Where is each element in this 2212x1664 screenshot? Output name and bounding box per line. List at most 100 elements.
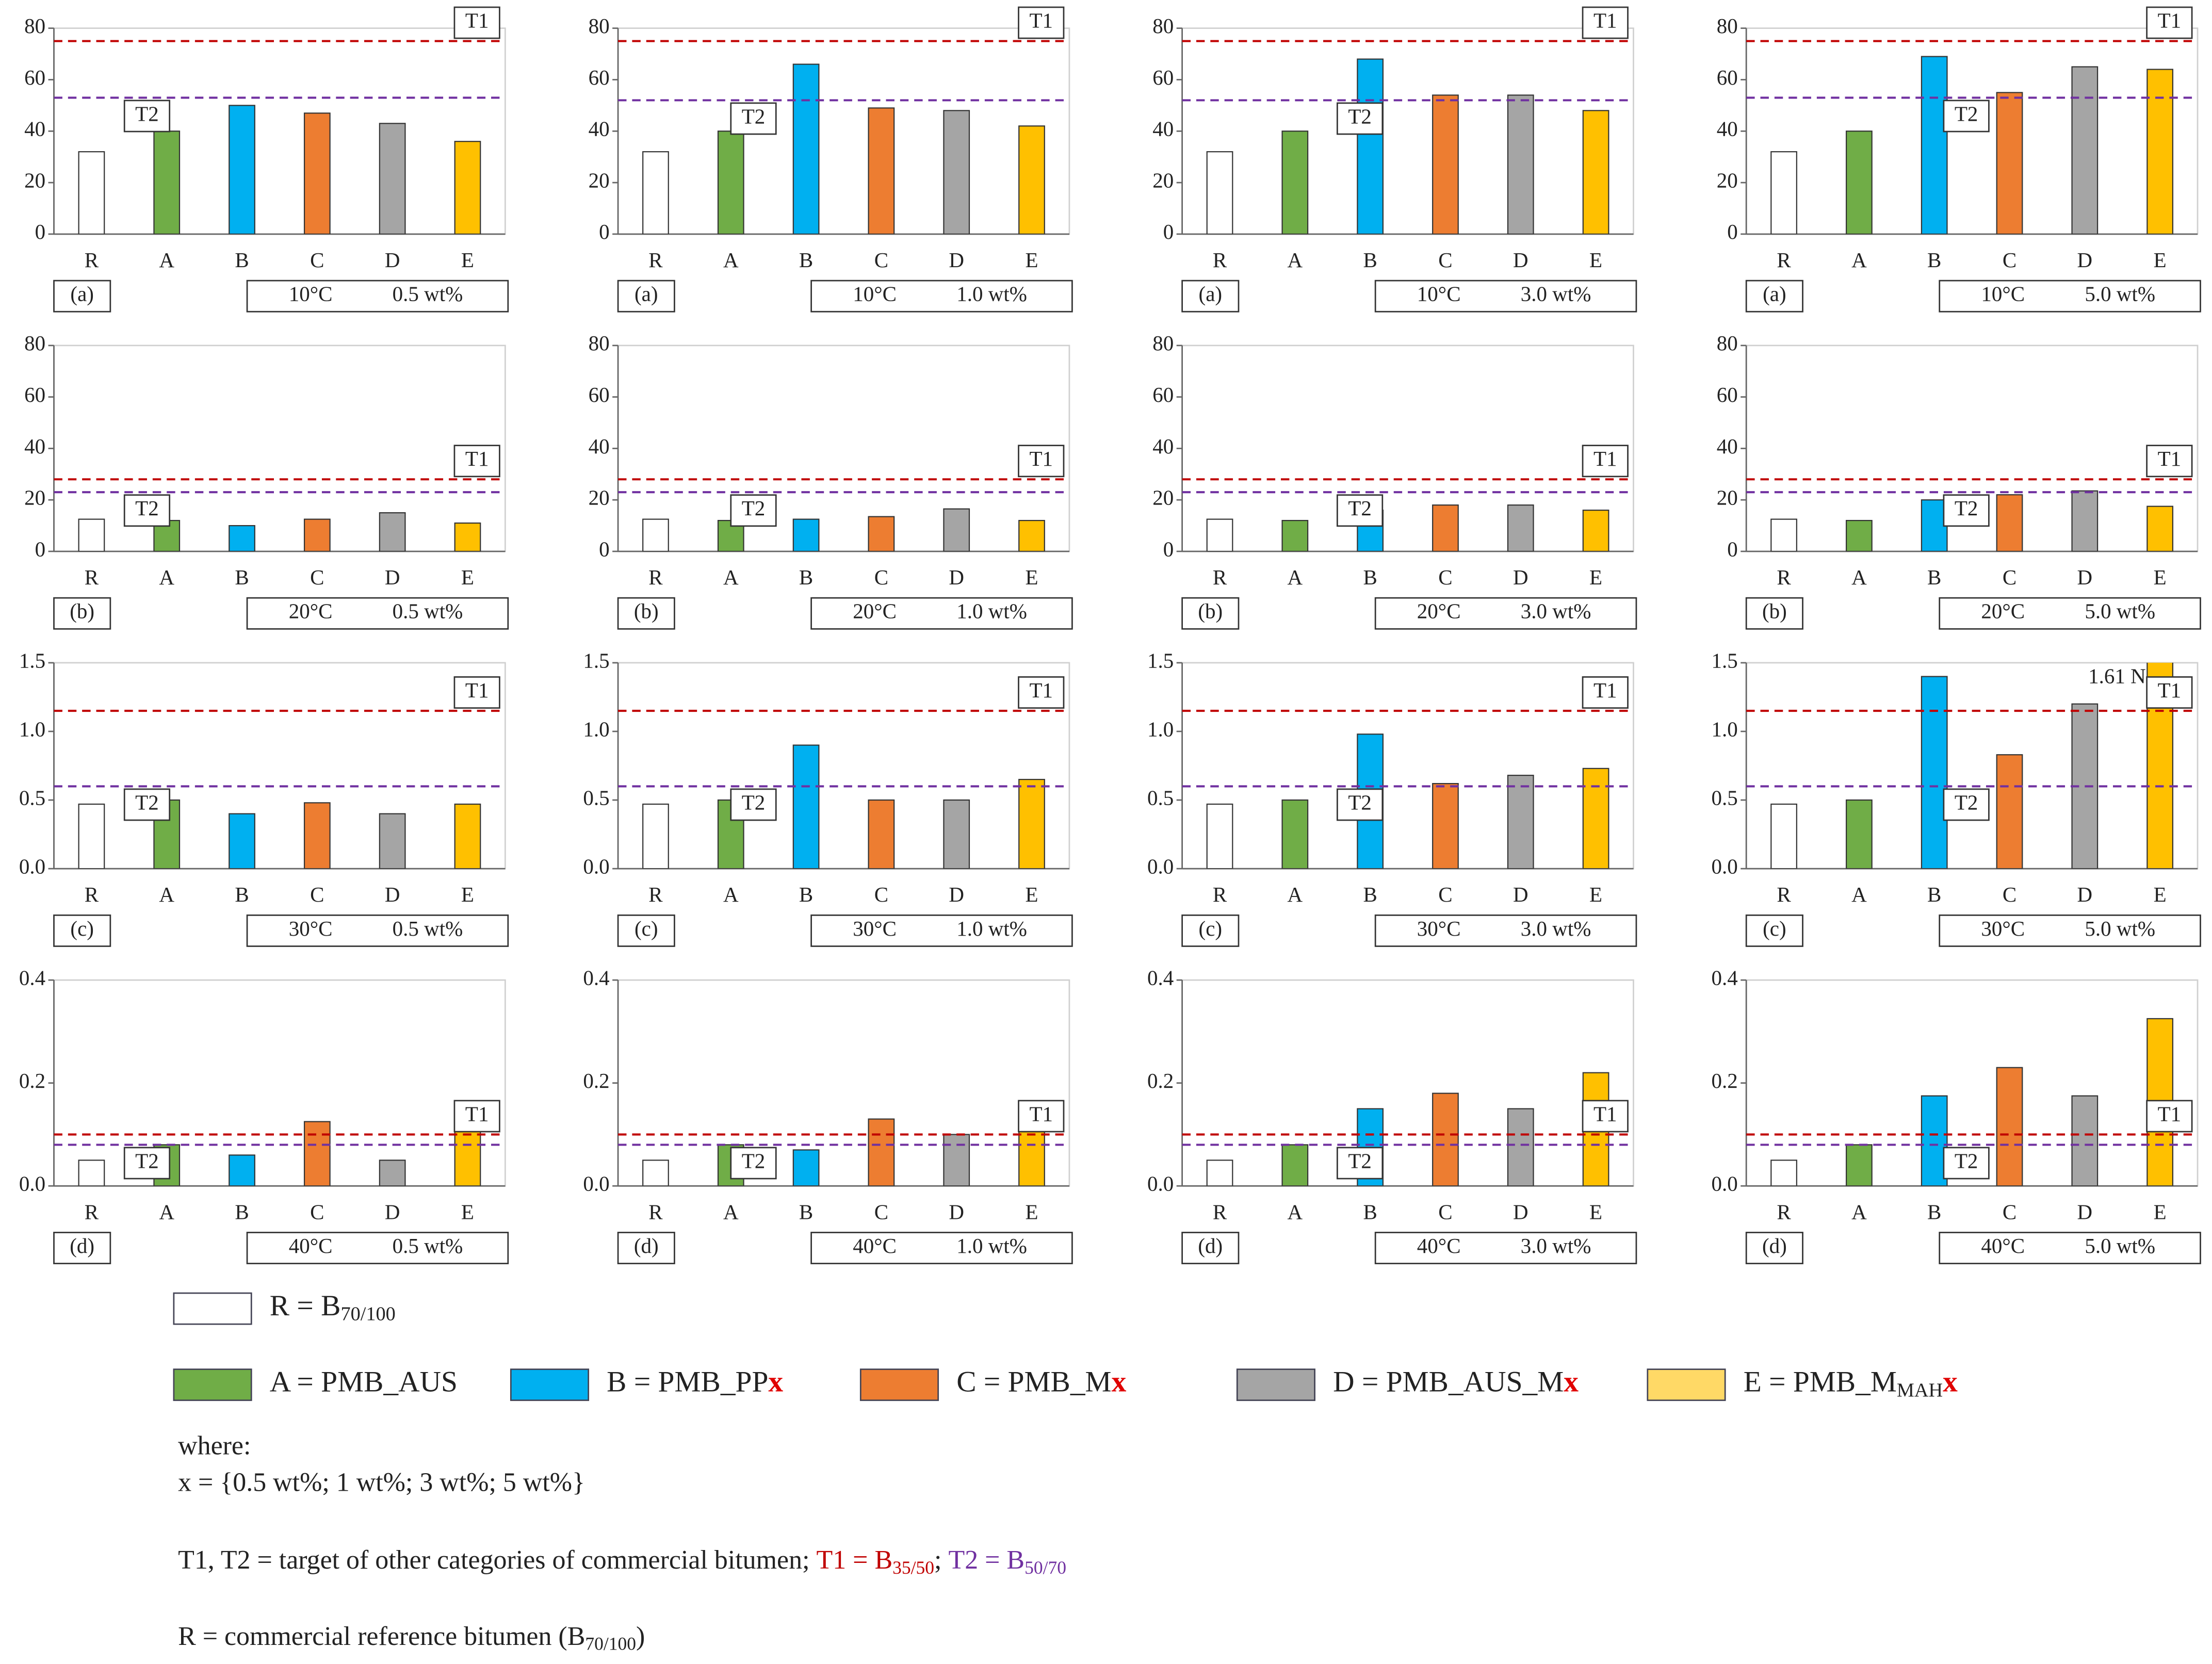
x-tick-label: E <box>461 883 474 906</box>
panel-box <box>1745 914 1803 947</box>
notes: where: x = {0.5 wt%; 1 wt%; 3 wt%; 5 wt%}… <box>178 1431 1066 1654</box>
y-tick-label: 0 <box>1727 537 1738 561</box>
reference-label-box <box>1336 1147 1384 1180</box>
bar <box>943 799 970 869</box>
reference-label: T1 <box>1029 8 1053 32</box>
panel-box <box>1745 280 1803 313</box>
bar <box>1018 779 1045 869</box>
panel-label: (c) <box>1199 917 1223 940</box>
panel-box <box>617 1232 675 1264</box>
bar <box>1582 110 1609 234</box>
content: 3.0 wt% <box>1521 282 1591 306</box>
y-tick-label: 0 <box>599 220 610 243</box>
legend-suffix: x <box>768 1366 783 1398</box>
note-end: ) <box>636 1622 645 1651</box>
y-tick-label: 60 <box>24 383 45 406</box>
content: 5.0 wt% <box>2085 1234 2155 1258</box>
panel-label: (d) <box>1198 1234 1223 1258</box>
y-tick-label: 40 <box>1717 117 1738 141</box>
x-tick-label: B <box>1363 565 1377 589</box>
legend-text: A = PMB_AUS <box>270 1366 458 1398</box>
bar <box>229 525 255 551</box>
x-tick-label: A <box>1851 248 1867 272</box>
x-tick-label: R <box>648 883 663 906</box>
bar <box>943 508 970 551</box>
bar <box>1921 1095 1948 1186</box>
condition-box <box>1374 597 1637 630</box>
chart: 0.0 0.2 0.4 R A B C D E T1 T2 (d) 40°C 5.0 wt% <box>1712 966 2201 1264</box>
reference-label-box <box>730 494 777 527</box>
x-tick-label: R <box>85 1200 99 1223</box>
temperature: 30°C <box>289 917 333 940</box>
bar <box>379 1160 406 1186</box>
bar <box>792 744 820 869</box>
bar <box>868 516 895 551</box>
panel-box <box>53 914 111 947</box>
legend-label: R = B <box>270 1290 341 1322</box>
reference-label-box <box>1943 494 1990 527</box>
content: 1.0 wt% <box>956 282 1027 306</box>
y-tick-label: 60 <box>1717 66 1738 89</box>
chart: 0 20 40 60 80 R A B C D E T1 T2 (a) 10°C 1.0 wt% <box>589 6 1073 313</box>
temperature: 20°C <box>1981 599 2025 623</box>
reference-label: T1 <box>2158 447 2182 470</box>
legend-text: B = PMB_PPx <box>607 1366 783 1398</box>
condition-box <box>246 280 509 313</box>
bar <box>229 1154 255 1186</box>
x-tick-label: C <box>1438 248 1452 272</box>
reference-label-box <box>1943 788 1990 821</box>
x-tick-label: B <box>1927 248 1941 272</box>
chart: 0.0 0.2 0.4 R A B C D E T1 T2 (d) 40°C 0.5 wt% <box>19 966 509 1264</box>
reference-label: T1 <box>2158 1102 2182 1125</box>
x-tick-label: D <box>949 565 964 589</box>
x-tick-label: A <box>723 248 739 272</box>
legend-text: R = B70/100 <box>270 1290 396 1325</box>
condition-box <box>1939 1232 2201 1264</box>
x-tick-label: C <box>2003 883 2016 906</box>
x-tick-label: E <box>2154 565 2167 589</box>
bar <box>1921 56 1948 234</box>
bar <box>1432 783 1459 869</box>
note-t2-sub: 50/70 <box>1024 1557 1066 1578</box>
bar <box>792 1149 820 1186</box>
y-tick-label: 40 <box>24 117 45 141</box>
reference-label-box <box>1336 788 1384 821</box>
legend-swatch <box>173 1292 252 1325</box>
bar <box>1018 519 1045 551</box>
legend-label: E = PMB_M <box>1744 1366 1897 1398</box>
bar <box>78 1160 105 1186</box>
x-tick-label: D <box>949 248 964 272</box>
y-tick-label: 40 <box>589 434 610 458</box>
reference-label: T1 <box>1593 1102 1617 1125</box>
y-tick-label: 0.2 <box>583 1069 609 1092</box>
bar <box>1996 754 2023 869</box>
x-tick-label: E <box>1589 1200 1602 1223</box>
x-tick-label: E <box>1589 883 1602 906</box>
legend-suffix: x <box>1943 1366 1958 1398</box>
chart: 0 20 40 60 80 R A B C D E T1 T2 (a) 10°C 5.0 wt% <box>1717 6 2201 313</box>
panel-label: (d) <box>70 1234 94 1258</box>
x-tick-label: D <box>385 565 400 589</box>
x-tick-label: D <box>2077 565 2093 589</box>
y-tick-label: 0.5 <box>19 786 45 809</box>
x-tick-label: B <box>799 1200 813 1223</box>
y-tick-label: 1.5 <box>583 648 609 672</box>
bar <box>1206 151 1233 234</box>
x-tick-label: B <box>235 883 249 906</box>
x-tick-label: R <box>1213 1200 1227 1223</box>
reference-label-box <box>453 1100 500 1133</box>
bar <box>153 130 181 234</box>
bar <box>642 803 669 869</box>
y-tick-label: 0.4 <box>1712 966 1738 989</box>
legend-label: D = PMB_AUS_M <box>1333 1366 1564 1398</box>
bar <box>1846 799 1873 869</box>
panel-label: (d) <box>1762 1234 1787 1258</box>
reference-label-box <box>123 494 171 527</box>
x-tick-label: D <box>1513 1200 1528 1223</box>
condition-box <box>810 914 1073 947</box>
condition-box <box>1939 914 2201 947</box>
reference-label: T1 <box>1593 8 1617 32</box>
temperature: 40°C <box>853 1234 897 1258</box>
content: 3.0 wt% <box>1521 599 1591 623</box>
